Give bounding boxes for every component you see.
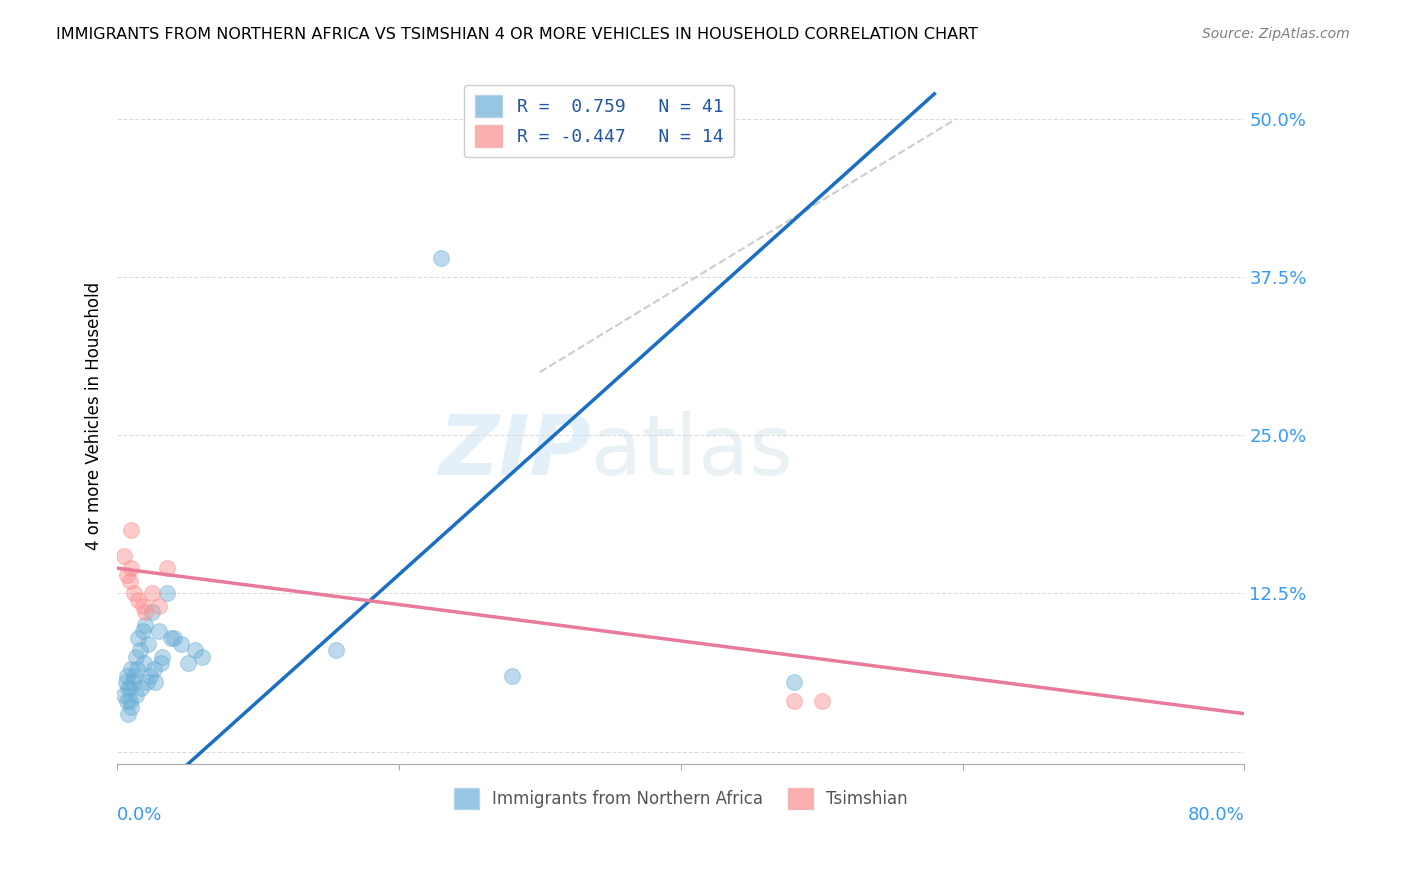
Point	[128, 643, 150, 657]
Point	[120, 523, 142, 537]
Point	[129, 681, 152, 696]
Text: atlas: atlas	[591, 410, 793, 491]
Point	[127, 631, 149, 645]
Point	[115, 694, 138, 708]
Point	[122, 586, 145, 600]
Point	[141, 606, 163, 620]
Text: IMMIGRANTS FROM NORTHERN AFRICA VS TSIMSHIAN 4 OR MORE VEHICLES IN HOUSEHOLD COR: IMMIGRANTS FROM NORTHERN AFRICA VS TSIMS…	[56, 27, 979, 42]
Point	[782, 694, 804, 708]
Point	[118, 681, 141, 696]
Point	[142, 662, 165, 676]
Point	[120, 662, 142, 676]
Point	[138, 669, 160, 683]
Point	[112, 688, 135, 702]
Point	[141, 586, 163, 600]
Y-axis label: 4 or more Vehicles in Household: 4 or more Vehicles in Household	[86, 283, 103, 550]
Point	[155, 561, 177, 575]
Point	[183, 643, 205, 657]
Text: 80.0%: 80.0%	[1188, 806, 1244, 824]
Point	[136, 637, 159, 651]
Point	[124, 649, 146, 664]
Point	[115, 567, 138, 582]
Point	[430, 252, 453, 266]
Point	[112, 549, 135, 563]
Text: 0.0%: 0.0%	[117, 806, 163, 824]
Point	[120, 561, 142, 575]
Text: ZIP: ZIP	[439, 410, 591, 491]
Point	[782, 675, 804, 690]
Point	[176, 656, 198, 670]
Point	[120, 700, 142, 714]
Point	[125, 662, 148, 676]
Point	[114, 675, 136, 690]
Point	[117, 681, 139, 696]
Point	[121, 675, 143, 690]
Point	[148, 624, 170, 639]
Point	[131, 599, 153, 614]
Point	[127, 592, 149, 607]
Point	[118, 574, 141, 588]
Point	[169, 637, 191, 651]
Point	[159, 631, 181, 645]
Point	[115, 669, 138, 683]
Text: Source: ZipAtlas.com: Source: ZipAtlas.com	[1202, 27, 1350, 41]
Point	[134, 618, 156, 632]
Point	[118, 694, 141, 708]
Point	[122, 669, 145, 683]
Point	[190, 649, 212, 664]
Point	[143, 675, 166, 690]
Point	[501, 669, 523, 683]
Point	[132, 656, 155, 670]
Point	[148, 599, 170, 614]
Point	[150, 649, 173, 664]
Point	[162, 631, 184, 645]
Point	[149, 656, 172, 670]
Point	[135, 675, 157, 690]
Point	[117, 706, 139, 721]
Point	[810, 694, 832, 708]
Point	[124, 688, 146, 702]
Point	[155, 586, 177, 600]
Legend: Immigrants from Northern Africa, Tsimshian: Immigrants from Northern Africa, Tsimshi…	[444, 778, 918, 819]
Point	[325, 643, 347, 657]
Point	[131, 624, 153, 639]
Point	[134, 606, 156, 620]
